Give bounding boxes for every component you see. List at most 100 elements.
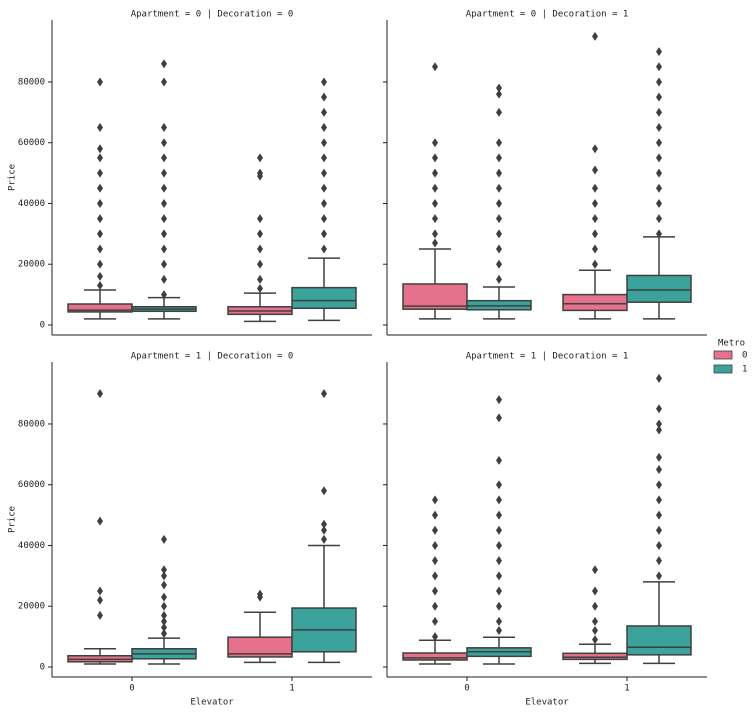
outlier xyxy=(161,610,167,620)
panel-title: Apartment = 0 | Decoration = 0 xyxy=(131,10,294,20)
outlier xyxy=(321,153,327,163)
y-tick-label: 80000 xyxy=(18,419,45,429)
panel-title: Apartment = 1 | Decoration = 0 xyxy=(131,352,294,362)
outlier xyxy=(592,165,598,175)
outlier xyxy=(257,284,263,294)
outlier xyxy=(432,586,438,596)
outlier xyxy=(656,47,662,57)
y-axis-label: Price xyxy=(8,506,18,533)
outlier xyxy=(496,586,502,596)
outlier xyxy=(592,626,598,636)
outlier xyxy=(592,183,598,193)
outlier xyxy=(656,571,662,581)
outlier xyxy=(656,214,662,224)
outlier xyxy=(161,290,167,300)
outlier xyxy=(257,589,263,599)
outlier xyxy=(656,229,662,239)
outlier xyxy=(656,495,662,505)
x-axis-label: Elevator xyxy=(525,698,569,708)
outlier xyxy=(97,214,103,224)
outlier xyxy=(321,107,327,117)
outlier xyxy=(496,525,502,535)
outlier xyxy=(161,616,167,626)
outlier xyxy=(97,516,103,526)
outlier xyxy=(656,77,662,87)
outlier xyxy=(496,413,502,423)
outlier xyxy=(496,274,502,284)
outlier xyxy=(496,198,502,208)
box xyxy=(562,652,628,661)
outlier xyxy=(432,168,438,178)
outlier xyxy=(161,183,167,193)
outlier xyxy=(592,214,598,224)
outlier xyxy=(161,153,167,163)
outlier xyxy=(161,77,167,87)
outlier xyxy=(321,229,327,239)
outlier xyxy=(656,107,662,117)
outlier xyxy=(97,153,103,163)
box xyxy=(291,286,357,310)
outlier xyxy=(432,238,438,248)
y-tick-label: 60000 xyxy=(18,138,45,148)
outlier xyxy=(592,198,598,208)
outlier xyxy=(656,92,662,102)
outlier xyxy=(161,592,167,602)
panel-title: Apartment = 1 | Decoration = 1 xyxy=(466,352,629,362)
outlier xyxy=(656,373,662,383)
box xyxy=(402,283,468,310)
outlier xyxy=(496,540,502,550)
outlier xyxy=(321,183,327,193)
outlier xyxy=(97,610,103,620)
outlier xyxy=(161,565,167,575)
x-tick-label: 1 xyxy=(289,684,294,694)
outlier xyxy=(656,123,662,133)
outlier xyxy=(432,556,438,566)
outlier xyxy=(97,168,103,178)
outlier xyxy=(257,214,263,224)
outlier xyxy=(97,144,103,154)
outlier xyxy=(161,580,167,590)
outlier xyxy=(496,495,502,505)
outlier xyxy=(432,153,438,163)
outlier xyxy=(257,229,263,239)
outlier xyxy=(97,77,103,87)
y-tick-label: 60000 xyxy=(18,480,45,490)
outlier xyxy=(432,510,438,520)
outlier xyxy=(432,540,438,550)
outlier xyxy=(496,556,502,566)
outlier xyxy=(97,271,103,281)
outlier xyxy=(592,565,598,575)
outlier xyxy=(161,274,167,284)
outlier xyxy=(496,395,502,405)
outlier xyxy=(592,635,598,645)
outlier xyxy=(432,62,438,72)
legend-label: 0 xyxy=(742,351,747,361)
outlier xyxy=(432,198,438,208)
outlier xyxy=(161,123,167,133)
outlier xyxy=(496,480,502,490)
outlier xyxy=(161,571,167,581)
y-tick-label: 20000 xyxy=(18,602,45,612)
outlier xyxy=(97,259,103,269)
outlier xyxy=(496,244,502,254)
outlier xyxy=(496,601,502,611)
outlier xyxy=(97,389,103,399)
panel-title: Apartment = 0 | Decoration = 1 xyxy=(466,10,629,20)
outlier xyxy=(592,259,598,269)
outlier xyxy=(496,455,502,465)
y-tick-label: 20000 xyxy=(18,260,45,270)
outlier xyxy=(161,601,167,611)
outlier xyxy=(496,138,502,148)
legend-title: Metro xyxy=(718,339,745,349)
outlier xyxy=(656,198,662,208)
outlier xyxy=(496,89,502,99)
outlier xyxy=(496,229,502,239)
legend-swatch xyxy=(713,364,733,374)
outlier xyxy=(321,138,327,148)
outlier xyxy=(321,198,327,208)
outlier xyxy=(321,486,327,496)
outlier xyxy=(97,229,103,239)
outlier xyxy=(656,510,662,520)
outlier xyxy=(97,123,103,133)
box xyxy=(626,274,692,303)
